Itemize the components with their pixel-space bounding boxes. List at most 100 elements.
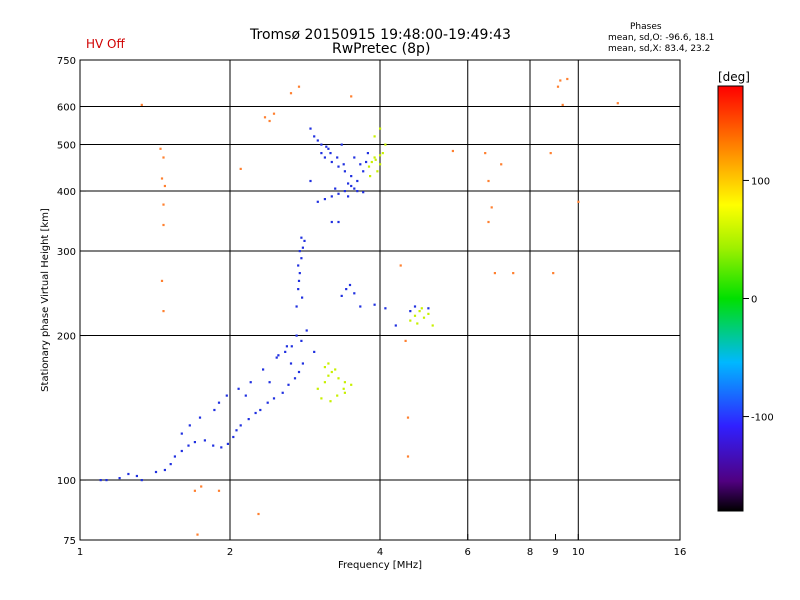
data-point bbox=[416, 322, 419, 325]
data-point bbox=[330, 220, 333, 224]
data-point bbox=[362, 170, 365, 173]
data-point bbox=[277, 354, 280, 357]
data-point bbox=[337, 220, 340, 224]
data-point bbox=[334, 187, 337, 190]
data-point bbox=[285, 345, 288, 348]
data-point bbox=[300, 236, 303, 239]
data-point bbox=[301, 362, 304, 365]
data-point bbox=[295, 305, 298, 308]
data-point bbox=[316, 139, 319, 142]
data-point bbox=[359, 163, 362, 166]
data-point bbox=[379, 163, 382, 166]
y-tick-label: 100 bbox=[57, 476, 76, 487]
data-point bbox=[484, 152, 487, 155]
data-point bbox=[552, 272, 555, 275]
x-tick-label: 16 bbox=[674, 547, 687, 558]
data-point bbox=[330, 195, 333, 198]
x-axis: 1 2 4 6 8 9 10 16 bbox=[77, 534, 687, 558]
y-axis-label: Stationary phase Virtual Height [km] bbox=[40, 208, 51, 392]
data-point bbox=[297, 264, 300, 267]
data-point bbox=[163, 184, 166, 188]
data-point bbox=[309, 179, 312, 183]
data-point bbox=[259, 408, 262, 412]
data-point bbox=[262, 368, 265, 371]
colorbar-ticks: 100 0 -100 bbox=[743, 176, 774, 424]
data-point bbox=[163, 468, 166, 472]
data-point bbox=[329, 400, 332, 403]
data-point bbox=[370, 160, 373, 164]
data-point bbox=[340, 143, 343, 146]
data-point bbox=[254, 411, 257, 415]
data-point bbox=[350, 95, 353, 98]
x-axis-label: Frequency [MHz] bbox=[338, 560, 422, 571]
data-point bbox=[337, 165, 340, 168]
data-point bbox=[232, 435, 235, 439]
colorbar-tick-label: 0 bbox=[751, 295, 757, 306]
data-point bbox=[427, 312, 430, 315]
data-point bbox=[188, 424, 191, 427]
data-point bbox=[313, 135, 316, 138]
data-point bbox=[384, 143, 387, 146]
chart-title: Tromsø 20150915 19:48:00-19:49:43 bbox=[250, 27, 511, 43]
data-point bbox=[350, 383, 353, 386]
data-point bbox=[325, 145, 328, 148]
data-point bbox=[500, 163, 503, 166]
data-point bbox=[272, 397, 276, 400]
data-point bbox=[226, 442, 229, 445]
data-point bbox=[213, 408, 216, 412]
y-tick-label: 750 bbox=[57, 56, 76, 67]
data-point bbox=[160, 177, 164, 180]
data-point bbox=[413, 305, 417, 308]
data-point bbox=[366, 152, 369, 155]
data-point bbox=[422, 316, 426, 319]
data-point bbox=[320, 397, 323, 400]
data-point bbox=[577, 200, 580, 203]
data-point bbox=[303, 239, 306, 242]
data-point bbox=[616, 102, 619, 105]
data-point bbox=[316, 200, 319, 203]
data-point bbox=[196, 533, 199, 536]
phases-o-mode: mean, sd,O: -96.6, 18.1 bbox=[608, 33, 715, 43]
data-point bbox=[162, 223, 165, 227]
data-point bbox=[313, 350, 316, 353]
data-point bbox=[356, 179, 359, 183]
data-point bbox=[561, 103, 564, 106]
data-point bbox=[162, 310, 165, 313]
data-points bbox=[99, 77, 619, 536]
data-point bbox=[343, 381, 346, 384]
data-point bbox=[342, 387, 345, 390]
x-tick-label: 8 bbox=[527, 547, 533, 558]
data-point bbox=[451, 149, 454, 153]
data-point bbox=[297, 288, 300, 291]
data-point bbox=[367, 165, 371, 168]
data-point bbox=[320, 143, 323, 146]
colorbar bbox=[717, 85, 744, 512]
data-point bbox=[406, 455, 410, 458]
data-point bbox=[162, 156, 165, 159]
data-point bbox=[140, 479, 143, 482]
data-point bbox=[487, 220, 490, 224]
data-point bbox=[297, 85, 301, 88]
data-point bbox=[127, 472, 130, 476]
data-point bbox=[512, 272, 515, 275]
data-point bbox=[305, 329, 308, 332]
data-point bbox=[323, 366, 326, 369]
data-point bbox=[362, 191, 365, 194]
data-point bbox=[268, 119, 271, 123]
x-tick-label: 1 bbox=[77, 547, 83, 558]
hv-status-label: HV Off bbox=[86, 37, 125, 51]
data-point bbox=[373, 156, 376, 159]
data-point bbox=[394, 324, 397, 327]
data-point bbox=[212, 444, 215, 447]
data-point bbox=[281, 391, 284, 394]
colorbar-tick-label: 100 bbox=[751, 176, 770, 187]
data-point bbox=[297, 370, 301, 374]
data-point bbox=[327, 362, 330, 365]
data-point bbox=[336, 394, 339, 397]
data-point bbox=[348, 283, 352, 287]
data-point bbox=[365, 160, 368, 164]
data-point bbox=[353, 292, 356, 295]
colorbar-unit-label: [deg] bbox=[718, 70, 750, 84]
